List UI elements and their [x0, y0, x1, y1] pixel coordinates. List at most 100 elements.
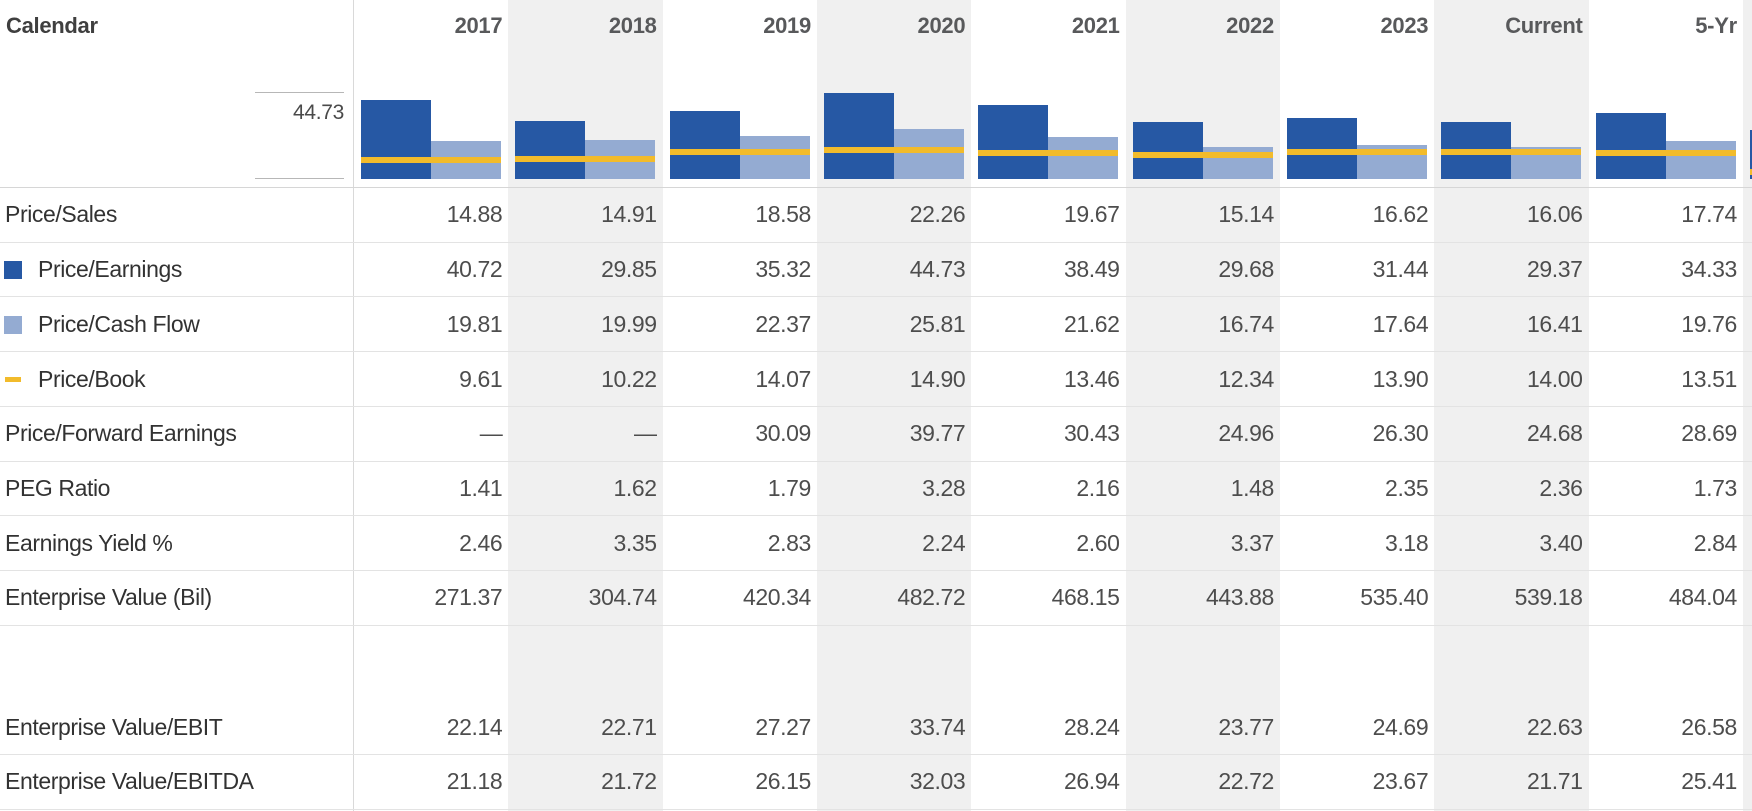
value-cell: 482.72 [897, 584, 966, 611]
value-cell: 35.32 [755, 256, 811, 283]
value-cell: 3.28 [922, 474, 966, 501]
value-cell: 443.88 [1205, 584, 1274, 611]
value-cell: 539.18 [1514, 584, 1583, 611]
legend-swatch-price-cash-flow-icon [4, 315, 22, 334]
column-header-5-yr: 5-Yr [1695, 13, 1737, 38]
value-cell: 3.18 [1385, 529, 1429, 556]
price-earnings-bar [1286, 118, 1357, 179]
value-cell: 484.04 [1668, 584, 1737, 611]
row-label: Enterprise Value/EBIT [5, 713, 223, 740]
value-cell: 32.03 [909, 768, 966, 795]
calendar-header-label: Calendar [6, 13, 98, 38]
value-cell: 16.74 [1218, 310, 1274, 337]
shaded-column-clipped [1742, 0, 1752, 811]
price-earnings-bar [823, 92, 894, 179]
value-cell: 3.37 [1230, 529, 1275, 556]
value-cell: 22.63 [1526, 713, 1583, 740]
value-cell: 23.67 [1372, 768, 1429, 795]
value-cell: 3.35 [613, 529, 657, 556]
value-cell: 33.74 [909, 713, 966, 740]
value-cell: 2.35 [1385, 474, 1429, 501]
value-cell: 13.46 [1064, 365, 1120, 392]
column-header-2023: 2023 [1380, 13, 1429, 38]
value-cell: 39.77 [909, 420, 966, 447]
table-row-price-sales: Price/Sales 14.88 14.91 18.58 22.26 19.67 15.1… [0, 188, 1752, 243]
value-cell: 44.73 [909, 256, 966, 283]
value-cell: 12.34 [1218, 365, 1274, 392]
row-label: Earnings Yield % [5, 529, 173, 556]
value-cell: 3.40 [1539, 529, 1583, 556]
price-earnings-bar [361, 100, 431, 179]
value-cell: 2.84 [1693, 529, 1738, 556]
value-cell: 2.60 [1076, 529, 1120, 556]
value-cell: 2.36 [1539, 474, 1583, 501]
value-cell: 468.15 [1051, 584, 1120, 611]
price-book-line-segment [978, 149, 1119, 156]
value-cell: 22.71 [601, 713, 657, 740]
label-column-divider [353, 0, 354, 811]
value-cell: 13.51 [1681, 365, 1737, 392]
value-cell: 420.34 [742, 584, 811, 611]
value-cell: 1.41 [459, 474, 503, 501]
legend-swatch-price-book-icon [5, 377, 21, 383]
value-cell: 28.24 [1064, 713, 1120, 740]
value-cell: 14.88 [446, 201, 503, 228]
value-cell: 30.43 [1064, 420, 1120, 447]
table-row-enterprise-value-bil: Enterprise Value (Bil) 271.37 304.74 420.34… [0, 571, 1752, 626]
value-cell: 30.09 [755, 420, 811, 447]
price-cash-flow-bar [739, 135, 810, 179]
price-book-line-segment [361, 157, 501, 164]
value-cell: 29.85 [601, 256, 657, 283]
value-cell: 21.18 [446, 768, 503, 795]
value-cell: 18.58 [755, 201, 811, 228]
value-cell: 27.27 [755, 713, 811, 740]
value-cell: 19.81 [446, 310, 503, 337]
value-cell: 15.14 [1218, 201, 1274, 228]
price-book-line-segment [1132, 152, 1273, 159]
axis-max-value-label: 44.73 [292, 101, 344, 124]
price-book-line-segment [669, 148, 810, 155]
value-cell: 31.44 [1372, 256, 1429, 283]
value-cell: 23.77 [1218, 713, 1274, 740]
value-cell: 2.24 [922, 529, 966, 556]
value-cell: 17.74 [1681, 201, 1737, 228]
price-earnings-bar [1595, 112, 1666, 179]
value-cell: 16.41 [1526, 310, 1583, 337]
price-cash-flow-bar [1202, 146, 1273, 179]
value-cell: 1.62 [613, 474, 657, 501]
table-row-earnings-yield: Earnings Yield % 2.46 3.35 2.83 2.24 2.60 3.37… [0, 516, 1752, 572]
table-row-price-earnings: Price/Earnings 40.72 29.85 35.32 44.73 38.49 2… [0, 243, 1752, 298]
value-cell: 29.37 [1526, 256, 1583, 283]
value-cell: 19.67 [1064, 201, 1120, 228]
price-earnings-bar [515, 121, 586, 179]
value-cell: 14.90 [909, 365, 966, 392]
column-header-2019: 2019 [763, 13, 811, 38]
price-book-line-segment [515, 156, 656, 163]
price-earnings-bar [1749, 129, 1752, 179]
value-cell: 40.72 [446, 256, 503, 283]
column-header-2021: 2021 [1071, 13, 1120, 38]
value-cell: 21.62 [1064, 310, 1120, 337]
row-label: Price/Cash Flow [38, 310, 200, 337]
column-header-2020: 2020 [917, 13, 966, 38]
axis-baseline-tick-line [255, 178, 344, 179]
row-label: Price/Sales [5, 201, 117, 228]
price-earnings-bar [1132, 121, 1203, 179]
value-cell: 9.61 [459, 365, 503, 392]
value-cell: 16.06 [1526, 201, 1583, 228]
row-label: Price/Earnings [38, 256, 182, 283]
table-row-enterprise-value-ebit: Enterprise Value/EBIT 22.14 22.71 27.27 33.7… [0, 700, 1752, 756]
value-cell: 1.79 [767, 474, 812, 501]
value-cell: 13.90 [1372, 365, 1429, 392]
value-cell: 14.07 [755, 365, 811, 392]
value-cell: 28.69 [1681, 420, 1737, 447]
value-cell: 26.58 [1681, 713, 1737, 740]
column-header-2018: 2018 [608, 13, 657, 38]
value-cell: 1.73 [1693, 474, 1738, 501]
price-cash-flow-bar [1048, 137, 1119, 179]
value-cell: 2.83 [767, 529, 812, 556]
value-cell: 26.15 [755, 768, 811, 795]
value-cell: 26.94 [1064, 768, 1120, 795]
